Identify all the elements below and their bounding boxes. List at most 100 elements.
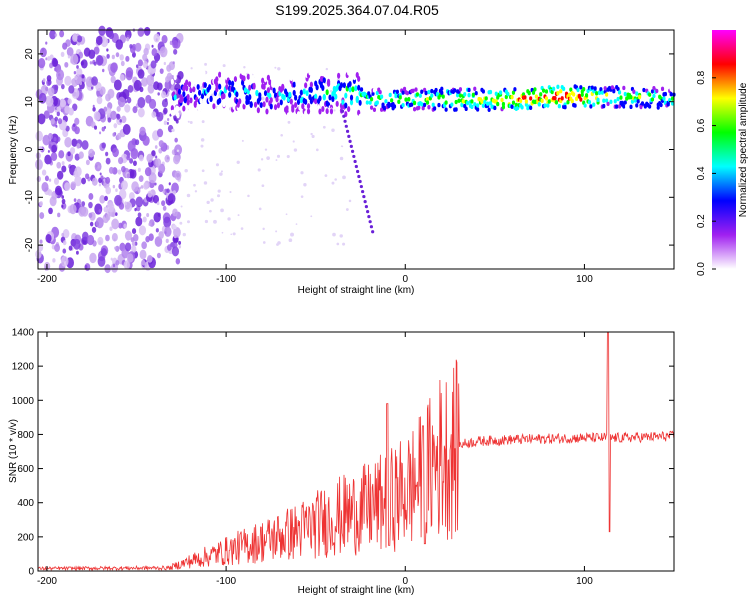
spectrogram-noise-blob bbox=[95, 164, 98, 168]
spectrogram-ridge-cell bbox=[285, 91, 289, 98]
spectrogram-faint-blob bbox=[342, 242, 346, 246]
spectrogram-ridge-cell bbox=[170, 78, 174, 85]
spectrogram-ridge-cell bbox=[553, 96, 557, 101]
spectrogram-noise-blob bbox=[94, 203, 103, 215]
spectrogram-noise-blob bbox=[151, 111, 157, 118]
spectrogram-noise-blob bbox=[137, 97, 146, 109]
spectrogram-ridge-cell bbox=[349, 111, 354, 118]
spectrogram-streak bbox=[343, 119, 347, 123]
spectrogram-ridge-cell bbox=[612, 88, 616, 94]
spectrogram-faint-blob bbox=[285, 213, 288, 216]
spectrogram-ridge-cell bbox=[498, 90, 503, 95]
spectrogram-ridge-cell bbox=[272, 87, 276, 94]
spectrogram-ridge-cell bbox=[357, 75, 361, 82]
spectrogram-ridge-cell bbox=[309, 81, 313, 88]
spectrogram-ridge-cell bbox=[269, 97, 273, 104]
spectrogram-noise-blob bbox=[122, 88, 130, 100]
spectrogram-ridge-cell bbox=[186, 93, 190, 100]
spectrogram-noise-blob bbox=[64, 75, 72, 86]
spectrogram-noise-blob bbox=[172, 61, 175, 65]
spectrogram-noise-blob bbox=[115, 188, 118, 192]
spectrogram-noise-blob bbox=[158, 184, 164, 193]
spectrogram-noise-blob bbox=[158, 140, 164, 148]
spectrogram-noise-blob bbox=[143, 182, 149, 190]
spectrogram-ridge-cell bbox=[210, 70, 215, 77]
spectrogram-streak bbox=[349, 144, 353, 148]
spectrogram-ridge-cell bbox=[441, 94, 445, 99]
spectrogram-ridge-cell bbox=[238, 98, 242, 105]
spectrogram-ridge-cell bbox=[311, 105, 315, 112]
spectrogram-ridge-cell bbox=[266, 74, 270, 81]
spectrogram-ridge-cell bbox=[552, 86, 556, 92]
spectrogram-noise-blob bbox=[76, 143, 81, 149]
spectrogram-noise-blob bbox=[112, 132, 116, 137]
spectrogram-ridge-cell bbox=[180, 95, 184, 102]
spectrogram-noise-blob bbox=[92, 104, 95, 108]
spectrogram-ridge-cell bbox=[304, 110, 308, 117]
spectrogram-faint-blob bbox=[206, 200, 210, 205]
spectrogram-ridge-cell bbox=[173, 74, 177, 81]
spectrogram-ridge-cell bbox=[388, 87, 392, 92]
spectrogram-noise-blob bbox=[54, 185, 62, 196]
spectrogram-noise-blob bbox=[141, 241, 147, 250]
spectrogram-ridge-cell bbox=[193, 101, 197, 108]
spectrogram-ridge-cell bbox=[433, 106, 437, 111]
spectrogram-noise-blob bbox=[143, 47, 149, 56]
spectrogram-y-tick-label: 20 bbox=[24, 48, 35, 60]
spectrogram-ridge-cell bbox=[170, 105, 174, 112]
spectrogram-noise-blob bbox=[151, 150, 156, 157]
spectrogram-ridge-cell bbox=[650, 97, 655, 102]
spectrogram-ridge-cell bbox=[483, 99, 487, 105]
spectrogram-faint-blob bbox=[345, 208, 349, 211]
spectrogram-ridge-cell bbox=[567, 92, 571, 98]
spectrogram-ridge-cell bbox=[523, 95, 527, 100]
spectrogram-ridge-cell bbox=[560, 96, 564, 101]
spectrogram-noise-blob bbox=[82, 231, 89, 241]
spectrogram-noise-blob bbox=[163, 107, 168, 115]
spectrogram-noise-blob bbox=[134, 241, 138, 246]
spectrogram-noise-blob bbox=[76, 65, 79, 69]
spectrogram-noise-blob bbox=[129, 44, 133, 49]
spectrogram-ridge-cell bbox=[431, 102, 435, 108]
spectrogram-noise-blob bbox=[101, 126, 105, 132]
spectrogram-faint-blob bbox=[311, 134, 315, 139]
spectrogram-ridge-cell bbox=[424, 90, 428, 96]
spectrogram-noise-blob bbox=[69, 204, 77, 215]
spectrogram-noise-blob bbox=[133, 234, 139, 242]
spectrogram-ridge-cell bbox=[281, 83, 285, 90]
spectrogram-ridge-cell bbox=[246, 73, 250, 80]
spectrogram-ridge-cell bbox=[650, 89, 655, 94]
spectrogram-ridge-cell bbox=[304, 82, 308, 89]
spectrogram-ridge-cell bbox=[388, 92, 392, 98]
spectrogram-ridge-cell bbox=[286, 112, 291, 119]
spectrogram-ridge-cell bbox=[331, 72, 335, 79]
spectrogram-faint-blob bbox=[180, 205, 183, 208]
spectrogram-ridge-cell bbox=[291, 104, 295, 111]
spectrogram-noise-blob bbox=[121, 167, 124, 171]
spectrogram-faint-blob bbox=[293, 148, 298, 152]
spectrogram-noise-blob bbox=[93, 61, 97, 66]
spectrogram-faint-blob bbox=[222, 64, 226, 68]
snr-marks bbox=[37, 331, 675, 572]
spectrogram-noise-blob bbox=[44, 175, 49, 182]
spectrogram-ridge-cell bbox=[200, 108, 205, 115]
spectrogram-ridge-cell bbox=[262, 101, 266, 108]
spectrogram-ridge-cell bbox=[232, 67, 236, 74]
spectrogram-ridge-cell bbox=[309, 87, 313, 94]
spectrogram-ridge-cell bbox=[341, 99, 345, 106]
spectrogram-ridge-cell bbox=[563, 105, 567, 110]
spectrogram-noise-blob bbox=[62, 42, 68, 50]
spectrogram-ridge-cell bbox=[233, 76, 238, 83]
spectrogram-ridge-cell bbox=[434, 87, 438, 93]
spectrogram-ridge-cell bbox=[533, 87, 537, 92]
spectrogram-ridge-cell bbox=[315, 84, 319, 91]
spectrogram-noise-blob bbox=[108, 31, 115, 40]
spectrogram-ridge-cell bbox=[208, 84, 212, 91]
spectrogram-noise-blob bbox=[45, 86, 49, 92]
spectrogram-noise-blob bbox=[173, 48, 178, 55]
spectrogram-ridge-cell bbox=[182, 105, 186, 112]
spectrogram-noise-blob bbox=[166, 64, 172, 72]
spectrogram-ridge-cell bbox=[531, 90, 536, 95]
spectrogram-faint-blob bbox=[172, 225, 177, 230]
